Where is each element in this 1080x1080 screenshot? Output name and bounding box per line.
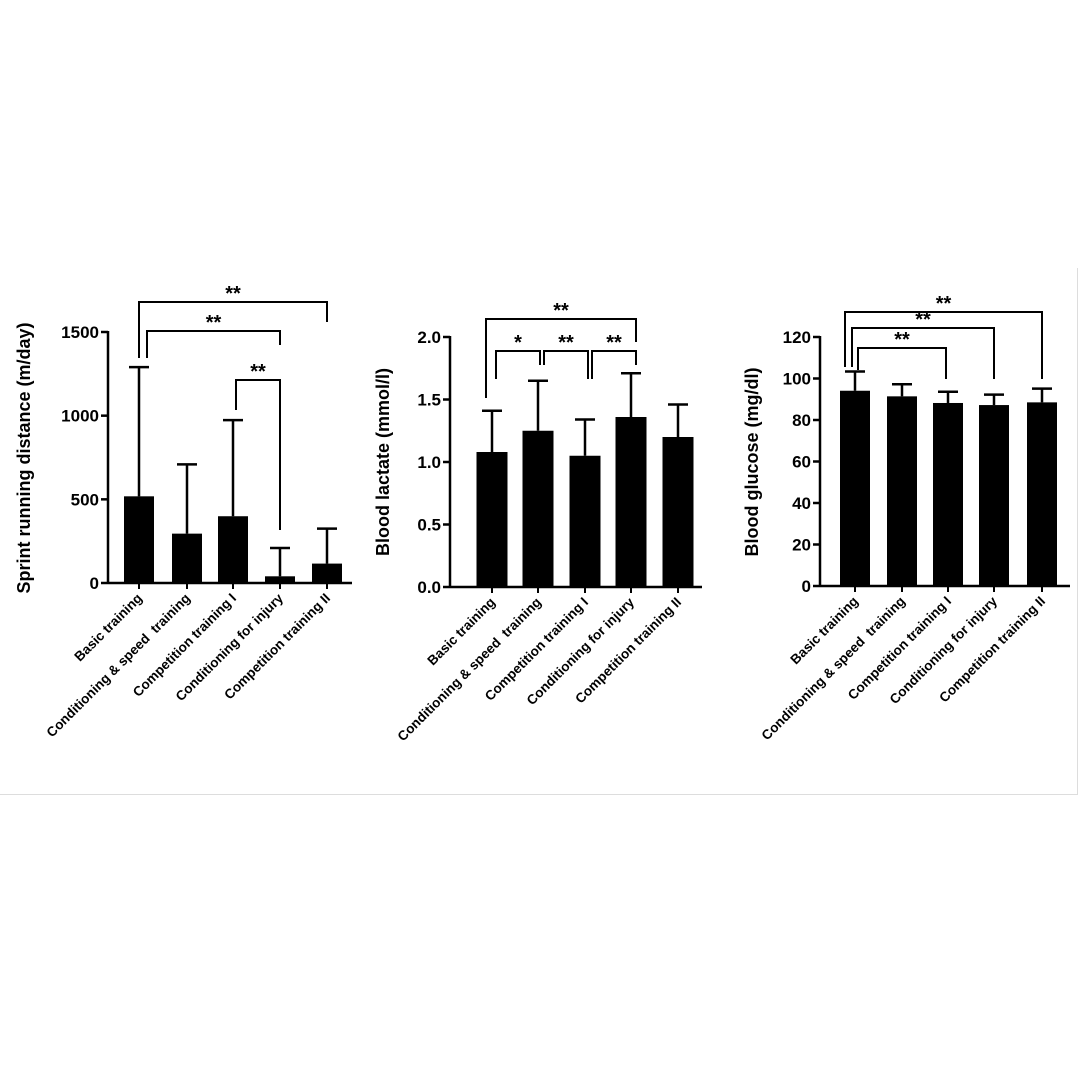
bar <box>933 402 963 586</box>
y-tick-label: 1500 <box>61 323 99 342</box>
bar <box>569 455 601 587</box>
bar <box>887 396 917 586</box>
y-tick-label: 0 <box>90 574 99 593</box>
y-axis-label: Blood lactate (mmol/l) <box>373 368 393 556</box>
y-tick-label: 1.0 <box>417 453 441 472</box>
y-tick-label: 80 <box>792 411 811 430</box>
bar <box>476 452 508 587</box>
y-tick-label: 40 <box>792 494 811 513</box>
y-tick-label: 0.0 <box>417 578 441 597</box>
y-tick-label: 120 <box>783 328 811 347</box>
significance-bracket <box>146 330 281 358</box>
y-tick-label: 1000 <box>61 407 99 426</box>
significance-label: ** <box>225 283 241 305</box>
significance-bracket <box>235 379 281 530</box>
y-axis-label: Blood glucose (mg/dl) <box>742 368 762 557</box>
significance-label: ** <box>915 309 931 331</box>
bar <box>172 533 202 583</box>
y-tick-label: 1.5 <box>417 391 441 410</box>
bar <box>522 430 554 587</box>
significance-bracket <box>591 350 637 379</box>
significance-bracket <box>857 347 947 379</box>
y-tick-label: 500 <box>71 490 99 509</box>
y-tick-label: 0.5 <box>417 516 441 535</box>
significance-label: ** <box>894 329 910 351</box>
bar <box>312 563 342 583</box>
y-tick-label: 60 <box>792 453 811 472</box>
bar <box>265 576 295 583</box>
y-tick-label: 20 <box>792 536 811 555</box>
significance-label: ** <box>936 293 952 315</box>
bar <box>615 417 647 587</box>
bar <box>1027 402 1057 586</box>
y-tick-label: 2.0 <box>417 328 441 347</box>
figure-frame <box>0 268 1078 795</box>
y-axis-label: Sprint running distance (m/day) <box>14 322 34 593</box>
bar <box>979 405 1009 586</box>
significance-label: ** <box>206 312 222 334</box>
bar <box>840 390 870 586</box>
significance-label: ** <box>606 332 622 354</box>
significance-label: ** <box>553 300 569 322</box>
y-tick-label: 0 <box>802 577 811 596</box>
significance-bracket <box>851 327 995 379</box>
bar <box>218 516 248 583</box>
bar <box>124 496 154 583</box>
significance-bracket <box>844 311 1043 379</box>
significance-bracket <box>495 350 541 379</box>
significance-label: ** <box>558 332 574 354</box>
chart-1: 0 500 1000 1500 Sprint running distance (m/d… <box>14 283 352 740</box>
significance-label: ** <box>250 361 266 383</box>
significance-label: * <box>514 332 522 354</box>
y-tick-label: 100 <box>783 370 811 389</box>
significance-bracket <box>543 350 589 379</box>
bar <box>662 437 694 587</box>
significance-bracket <box>485 318 637 398</box>
significance-bracket <box>138 301 328 358</box>
